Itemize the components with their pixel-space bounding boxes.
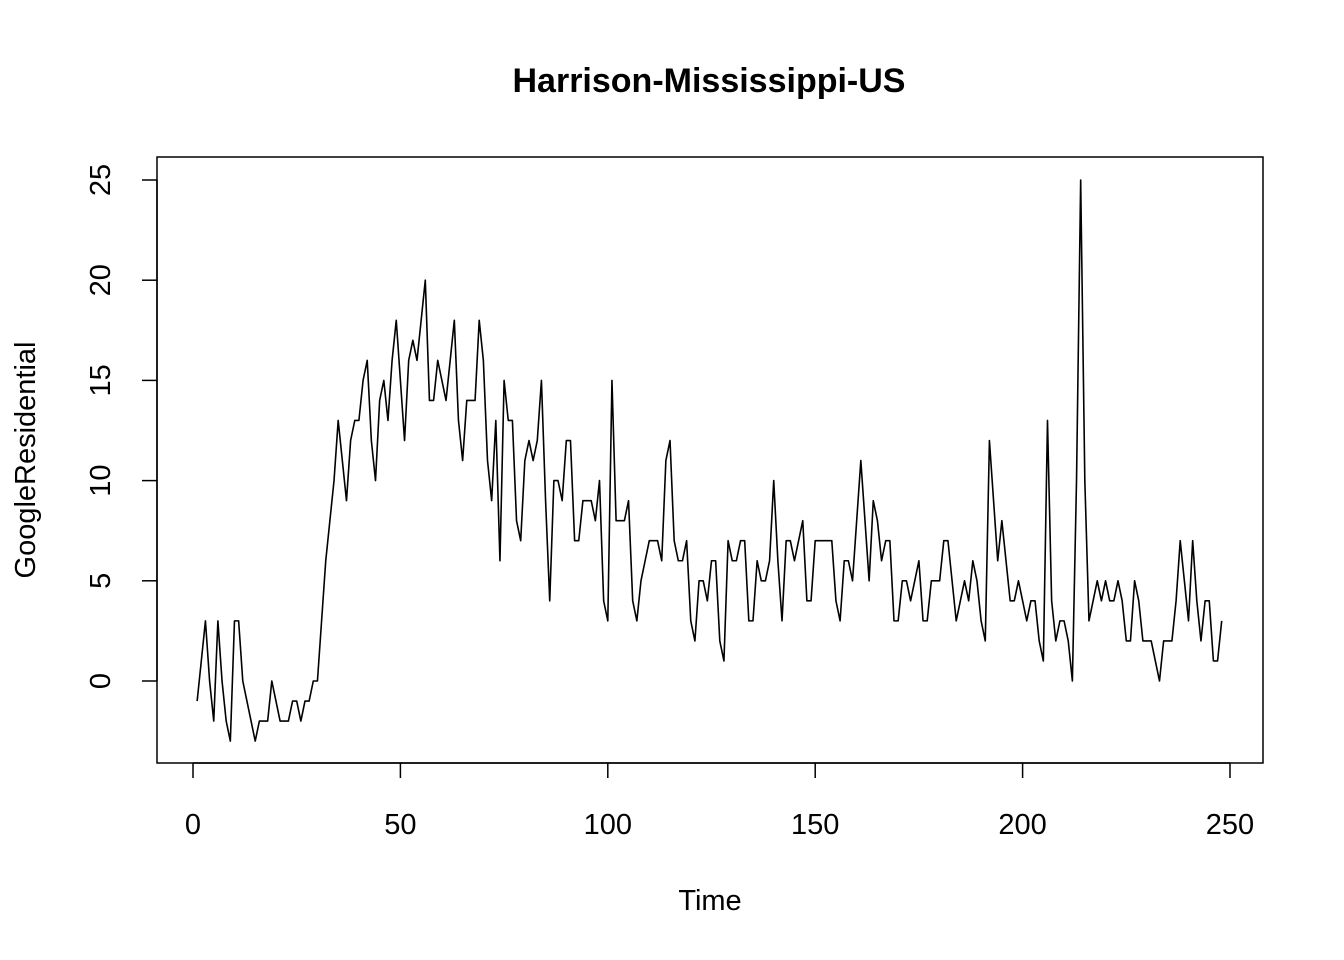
series-line-0 [196, 179, 1223, 742]
series-layer [196, 179, 1223, 742]
x-tick-label: 200 [998, 809, 1046, 841]
y-axis-label: GoogleResidential [10, 342, 42, 579]
x-tick-label: 150 [791, 809, 839, 841]
x-axis: 0 50 100 150 200 250 [185, 762, 1254, 841]
y-tick-label: 15 [85, 364, 117, 396]
x-tick-label: 50 [384, 809, 416, 841]
x-tick-label: 0 [185, 809, 201, 841]
plot-area-frame [156, 156, 1264, 764]
y-tick-label: 25 [85, 164, 117, 196]
y-tick-label: 0 [85, 673, 117, 689]
y-axis: 0 5 10 15 20 25 [85, 164, 158, 689]
chart-title: Harrison-Mississippi-US [513, 62, 906, 100]
x-tick-label: 100 [584, 809, 632, 841]
y-tick-label: 5 [85, 573, 117, 589]
x-axis-label: Time [678, 885, 741, 917]
x-tick-label: 250 [1206, 809, 1254, 841]
y-tick-label: 20 [85, 264, 117, 296]
y-tick-label: 10 [85, 464, 117, 496]
